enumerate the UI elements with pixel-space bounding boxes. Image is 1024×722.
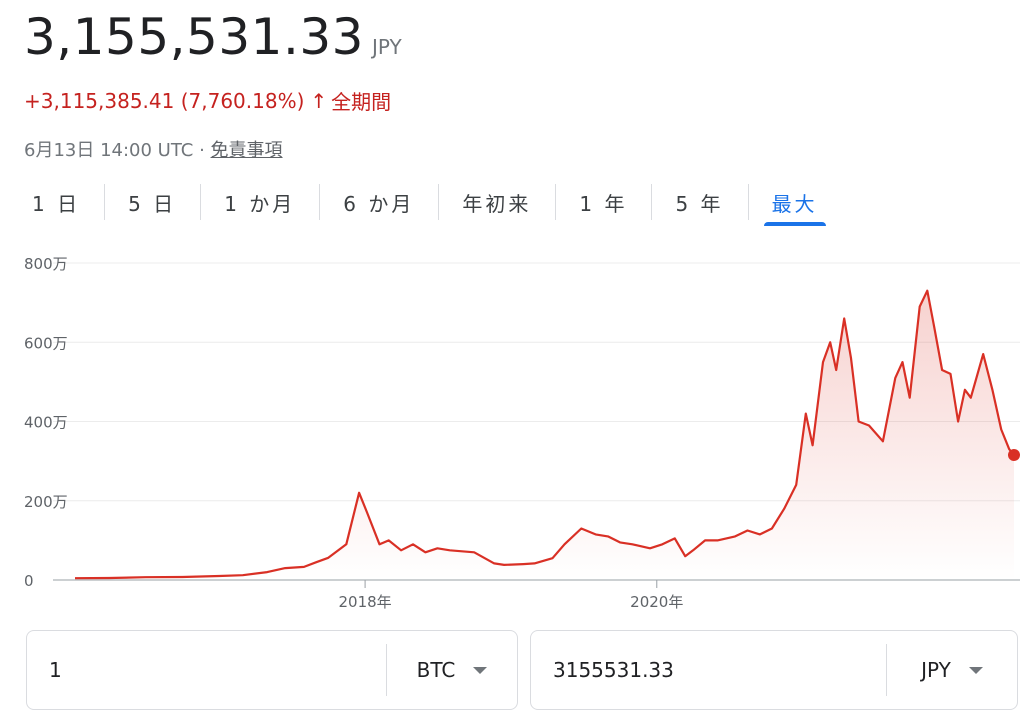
price-currency: JPY xyxy=(371,35,402,59)
tab-label: 6 か月 xyxy=(343,191,415,216)
to-amount-input[interactable]: 3155531.33 xyxy=(553,658,674,682)
range-tabs: 1 日 5 日 1 か月 6 か月 年初来 1 年 5 年 最大 xyxy=(8,178,842,228)
to-converter: 3155531.33 JPY xyxy=(530,630,1018,710)
from-currency-label: BTC xyxy=(416,658,456,682)
active-tab-indicator xyxy=(763,222,826,226)
to-currency-label: JPY xyxy=(921,658,951,682)
tab-range-1[interactable]: 5 日 xyxy=(104,178,200,226)
tab-label: 1 年 xyxy=(579,191,628,216)
y-tick-label: 400万 xyxy=(24,414,68,432)
date-row: 6月13日 14:00 UTC · 免責事項 xyxy=(24,136,283,162)
tab-label: 5 日 xyxy=(128,191,177,216)
tab-label: 5 年 xyxy=(675,191,724,216)
y-tick-label: 200万 xyxy=(24,493,68,511)
y-tick-label: 0 xyxy=(24,572,34,590)
series-area xyxy=(75,290,1014,580)
tab-range-3[interactable]: 6 か月 xyxy=(319,178,438,226)
last-point-marker xyxy=(1008,448,1020,461)
arrow-up-icon: ↑ xyxy=(310,88,328,113)
tab-range-6[interactable]: 5 年 xyxy=(651,178,747,226)
y-tick-label: 600万 xyxy=(24,334,68,352)
disclaimer-link[interactable]: 免責事項 xyxy=(210,140,283,161)
timestamp: 6月13日 14:00 UTC · xyxy=(24,140,205,161)
price-change: +3,115,385.41 (7,760.18%) xyxy=(24,88,305,113)
to-currency-select[interactable]: JPY xyxy=(887,658,1017,682)
series-line xyxy=(74,289,1015,580)
divider xyxy=(386,644,387,696)
tab-range-2[interactable]: 1 か月 xyxy=(200,178,319,226)
tab-label: 1 日 xyxy=(32,191,81,216)
tab-range-0[interactable]: 1 日 xyxy=(8,178,104,226)
price-row: 3,155,531.33 JPY xyxy=(24,8,402,66)
change-row: +3,115,385.41 (7,760.18%) ↑ 全期間 xyxy=(24,86,391,115)
from-converter: 1 BTC xyxy=(26,630,518,710)
from-currency-select[interactable]: BTC xyxy=(387,658,517,682)
divider xyxy=(886,644,887,696)
tab-range-5[interactable]: 1 年 xyxy=(555,178,651,226)
y-tick-label: 800万 xyxy=(24,255,68,273)
current-price: 3,155,531.33 xyxy=(24,8,364,66)
dropdown-caret-icon xyxy=(473,666,488,674)
from-amount-input[interactable]: 1 xyxy=(49,658,62,682)
tab-label: 年初来 xyxy=(462,191,532,216)
tab-range-7[interactable]: 最大 xyxy=(747,178,842,226)
tab-range-4[interactable]: 年初来 xyxy=(438,178,555,226)
dropdown-caret-icon xyxy=(968,666,983,674)
price-chart: 0 200万 400万 600万 800万 2018年 2020年 xyxy=(24,255,1020,611)
change-period: 全期間 xyxy=(331,90,392,114)
x-tick-label: 2020年 xyxy=(630,593,683,611)
x-tick-label: 2018年 xyxy=(338,593,391,611)
tab-label: 1 か月 xyxy=(224,191,296,216)
tab-label: 最大 xyxy=(771,191,818,216)
